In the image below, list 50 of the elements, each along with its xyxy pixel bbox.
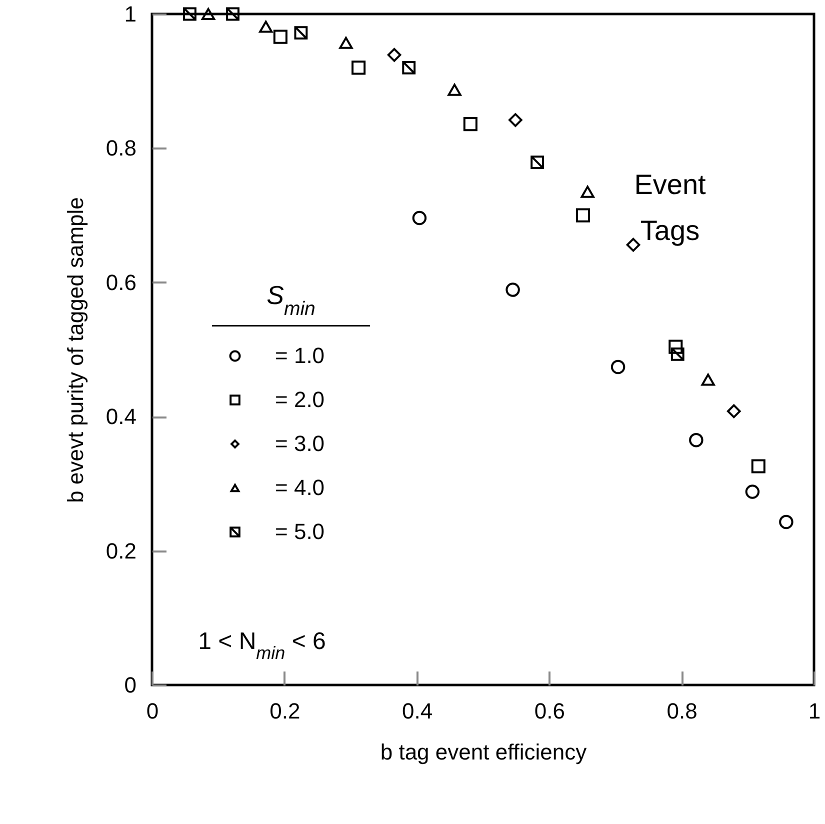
x-axis-title: b tag event efficiency: [380, 740, 587, 764]
x-tick-label: 1: [808, 698, 821, 724]
point: [387, 48, 402, 62]
point: [183, 7, 196, 21]
x-tick-label: 0.8: [666, 698, 698, 724]
x-tick-label: 0.6: [534, 698, 565, 724]
point: [626, 238, 640, 252]
legend-title: S$_{min}$: [266, 280, 316, 320]
point: [576, 208, 590, 222]
legend-label: = 4.0: [275, 475, 325, 500]
point: [402, 60, 416, 74]
point: [580, 186, 594, 198]
y-tick-label: 0.2: [106, 538, 136, 564]
point: [201, 8, 216, 20]
point: [352, 60, 366, 75]
point: [226, 7, 240, 21]
point: [751, 459, 766, 474]
point: [530, 156, 544, 169]
point: [294, 26, 308, 40]
point: [668, 340, 683, 354]
point: [689, 432, 704, 448]
point: [508, 113, 522, 127]
legend-label: = 5.0: [275, 519, 325, 544]
point: [506, 282, 520, 297]
point: [779, 514, 794, 530]
y-tick-label: 0: [124, 672, 136, 698]
point: [726, 404, 741, 418]
point: [610, 360, 626, 374]
point: [701, 374, 715, 386]
point: [412, 210, 427, 226]
point: [448, 84, 462, 96]
y-tick-label: 1: [124, 2, 136, 26]
annotation: Event Tags: [634, 169, 706, 246]
legend-label: = 2.0: [275, 387, 325, 412]
annotation: 1 < N$_{min}$ < 6: [198, 628, 326, 663]
legend-label: = 1.0: [275, 343, 325, 368]
x-tick-label: 0: [146, 698, 159, 724]
point: [670, 347, 684, 361]
point: [463, 117, 478, 132]
point: [273, 30, 288, 44]
x-tick-label: 0.4: [402, 698, 433, 724]
legend-label: = 3.0: [275, 431, 325, 456]
point: [745, 484, 760, 499]
y-tick-label: 0.8: [106, 136, 136, 161]
y-tick-label: 0.6: [106, 270, 136, 295]
y-tick-label: 0.4: [106, 404, 136, 430]
y-axis-title: b evevt purity of tagged sample: [62, 197, 88, 503]
x-tick-label: 0.2: [270, 698, 300, 724]
point: [259, 20, 273, 33]
point: [339, 36, 353, 49]
